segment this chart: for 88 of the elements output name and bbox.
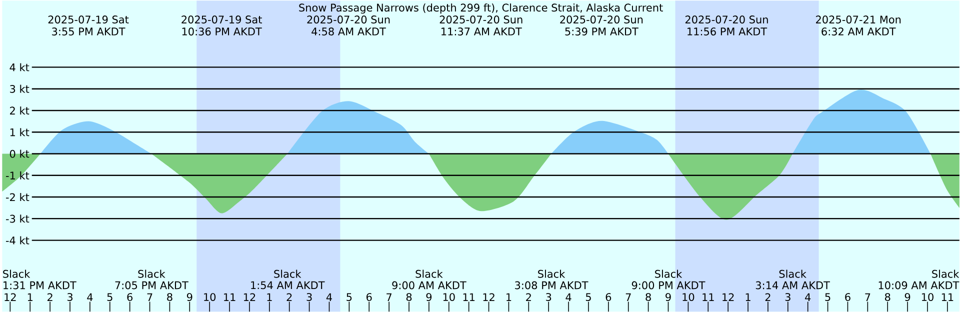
x-tick-label: 7 xyxy=(865,293,870,301)
x-tick-label: 3 xyxy=(785,293,790,301)
annotation: Slack xyxy=(932,270,960,278)
x-tick-label: 11 xyxy=(942,293,954,301)
x-tick-label: 1 xyxy=(28,293,32,301)
x-tick-label: 8 xyxy=(406,293,412,301)
x-tick-label: 12 xyxy=(483,293,494,301)
annotation: 3:55 PM AKDT xyxy=(52,27,126,36)
x-tick-label: 3 xyxy=(306,293,312,301)
annotation: 3:08 PM AKDT xyxy=(515,281,588,290)
annotation: Slack xyxy=(655,270,682,278)
annotation: 1:54 AM AKDT xyxy=(251,281,325,290)
x-tick-label: 12 xyxy=(722,293,734,301)
x-tick-label: 9 xyxy=(904,293,910,301)
x-tick-label: 4 xyxy=(87,293,93,301)
annotation: 9:00 PM AKDT xyxy=(632,281,706,290)
annotation: Slack xyxy=(538,270,566,278)
y-tick-label: -3 kt xyxy=(6,214,30,223)
x-tick-label: 1 xyxy=(746,293,750,301)
annotation: 9:00 AM AKDT xyxy=(392,281,466,290)
x-tick-label: 2 xyxy=(286,293,292,301)
annotation: 11:56 PM AKDT xyxy=(688,27,768,36)
x-tick-label: 12 xyxy=(4,293,16,301)
x-tick-label: 4 xyxy=(805,293,811,301)
x-tick-label: 11 xyxy=(702,293,714,301)
annotation: 3:14 AM AKDT xyxy=(756,281,830,290)
x-tick-label: 7 xyxy=(626,293,631,301)
x-tick-label: 5 xyxy=(825,293,830,301)
x-tick-label: 8 xyxy=(167,293,172,301)
x-tick-label: 3 xyxy=(67,293,72,301)
y-tick-label: -1 kt xyxy=(6,171,30,180)
y-tick-label: 4 kt xyxy=(10,63,30,72)
x-tick-label: 1 xyxy=(267,293,272,301)
x-tick-label: 6 xyxy=(366,293,372,301)
x-tick-label: 8 xyxy=(646,293,651,301)
annotation: 10:36 PM AKDT xyxy=(182,27,262,36)
annotation: Slack xyxy=(779,270,806,278)
annotation: 2025-07-19 Sat xyxy=(48,16,129,24)
x-tick-label: 11 xyxy=(463,293,475,301)
annotation: 1:31 PM AKDT xyxy=(4,281,76,290)
x-tick-label: 10 xyxy=(443,293,455,301)
x-tick-label: 8 xyxy=(884,293,890,301)
x-tick-label: 2 xyxy=(47,293,52,301)
annotation: 2025-07-20 Sun xyxy=(560,16,643,24)
y-tick-label: 2 kt xyxy=(10,106,30,114)
y-tick-label: -4 kt xyxy=(6,236,30,244)
x-tick-label: 2 xyxy=(765,293,770,301)
annotation: 2025-07-21 Mon xyxy=(816,16,901,24)
x-tick-label: 5 xyxy=(586,293,591,301)
annotation: 2025-07-20 Sun xyxy=(685,16,768,24)
x-tick-label: 1 xyxy=(506,293,512,301)
x-tick-label: 3 xyxy=(546,293,552,301)
x-tick-label: 10 xyxy=(204,293,216,301)
annotation: 7:05 PM AKDT xyxy=(115,281,188,290)
y-tick-label: 3 kt xyxy=(10,84,30,93)
x-tick-label: 5 xyxy=(107,293,112,301)
y-tick-label: 1 kt xyxy=(10,128,30,136)
annotation: 11:37 AM AKDT xyxy=(442,27,522,36)
x-tick-label: 9 xyxy=(666,293,671,301)
annotation: Slack xyxy=(416,270,443,278)
x-tick-label: 4 xyxy=(326,293,332,301)
x-tick-label: 5 xyxy=(346,293,352,301)
x-tick-label: 9 xyxy=(186,293,192,301)
y-tick-label: -2 kt xyxy=(6,193,30,201)
x-tick-label: 2 xyxy=(526,293,531,301)
annotation: Slack xyxy=(274,270,302,278)
x-tick-label: 7 xyxy=(386,293,392,301)
chart-title: Snow Passage Narrows (depth 299 ft), Clarence Strait, Alaska Current xyxy=(299,3,663,14)
x-tick-label: 6 xyxy=(127,293,132,301)
x-tick-label: 11 xyxy=(224,293,236,301)
annotation: 2025-07-20 Sun xyxy=(440,16,522,24)
annotation: 5:39 PM AKDT xyxy=(565,27,638,36)
y-tick-label: 0 kt xyxy=(10,150,30,158)
x-tick-label: 6 xyxy=(845,293,850,301)
annotation: 4:58 AM AKDT xyxy=(312,27,386,36)
annotation: Slack xyxy=(3,270,30,278)
x-tick-label: 10 xyxy=(682,293,694,301)
annotation: 2025-07-19 Sat xyxy=(182,16,262,24)
x-tick-label: 4 xyxy=(566,293,572,301)
x-tick-label: 6 xyxy=(606,293,612,301)
annotation: Slack xyxy=(138,270,166,278)
x-tick-label: 10 xyxy=(922,293,934,301)
annotation: 6:32 AM AKDT xyxy=(822,27,896,36)
annotation: 2025-07-20 Sun xyxy=(307,16,390,24)
x-tick-label: 12 xyxy=(244,293,256,301)
x-tick-label: 7 xyxy=(147,293,152,301)
annotation: 10:09 AM AKDT xyxy=(878,281,960,290)
x-tick-label: 9 xyxy=(426,293,432,301)
